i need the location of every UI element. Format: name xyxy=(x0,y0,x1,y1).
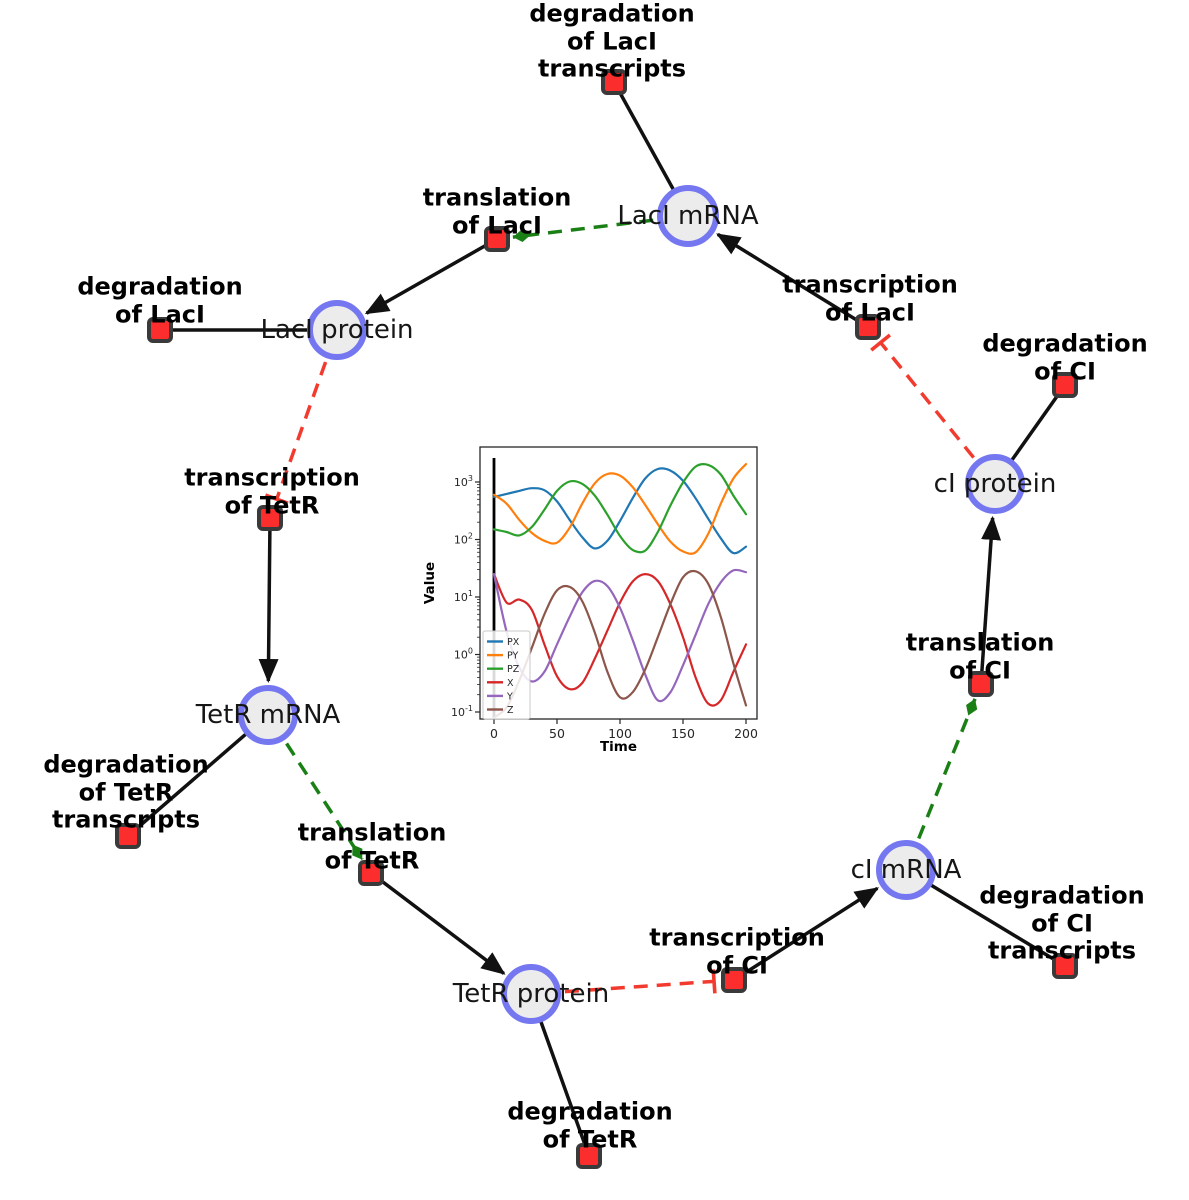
chart-series-Y xyxy=(492,568,748,703)
edge-production-transc-laci-to-laci-mrna xyxy=(716,232,869,329)
chart-axes-box xyxy=(479,446,758,720)
edge-consumption-ci-mrna-to-deg-ci-tx xyxy=(905,868,1066,968)
chart-y-tick-label: 102 xyxy=(454,532,473,547)
reaction-node-transl-laci xyxy=(484,226,510,252)
reaction-node-deg-ci-tx xyxy=(1052,953,1078,979)
reaction-label-deg-ci-tx: degradation of CI transcripts xyxy=(979,881,1145,965)
chart-x-tick-label: 200 xyxy=(734,726,758,741)
chart-series-Z xyxy=(492,569,748,719)
reaction-label-transc-laci: transcription of LacI xyxy=(782,270,958,326)
edge-inhibition-ci-protein-to-transc-laci xyxy=(870,333,975,459)
species-node-laci-mrna xyxy=(657,185,719,247)
chart-legend-label-X: X xyxy=(507,678,514,689)
species-node-tetr-protein xyxy=(501,964,561,1024)
chart-legend-label-PZ: PZ xyxy=(507,664,520,675)
chart-series-PX xyxy=(492,467,748,555)
reaction-node-transl-ci xyxy=(968,671,994,697)
reaction-node-deg-ci xyxy=(1052,372,1078,398)
edge-production-transl-ci-to-ci-protein xyxy=(979,515,1002,685)
edge-production-transc-ci-to-ci-mrna xyxy=(733,886,880,982)
chart-y-tick-label: 100 xyxy=(454,647,473,662)
reaction-node-deg-tetr xyxy=(576,1143,602,1169)
species-label-tetr-mrna: TetR mRNA xyxy=(195,700,341,730)
reaction-node-deg-tetr-tx xyxy=(115,823,141,849)
edge-production-transl-tetr-to-tetr-protein xyxy=(369,871,506,975)
reaction-node-transl-tetr xyxy=(358,860,384,886)
reaction-label-transl-ci: translation of CI xyxy=(905,628,1055,684)
edge-modifier-ci-mrna-to-transl-ci xyxy=(917,698,978,840)
chart-y-tick-label: 101 xyxy=(454,589,473,604)
reaction-node-deg-laci xyxy=(147,317,173,343)
chart-legend: PX PY PZ XYZ xyxy=(482,630,531,720)
reaction-label-deg-laci: degradation of LacI xyxy=(77,272,243,328)
reaction-label-transc-ci: transcription of CI xyxy=(649,923,825,979)
edge-inhibition-tetr-protein-to-transc-ci xyxy=(564,969,717,994)
species-label-ci-mrna: cI mRNA xyxy=(850,855,962,885)
timeseries-inset-chart: 10-1 100 101 102 103 0 50 100 150 200 Time Value PX P… xyxy=(420,435,770,770)
chart-legend-label-PY: PY xyxy=(507,651,519,662)
chart-x-tick-label: 50 xyxy=(549,726,565,741)
reaction-node-transc-laci xyxy=(855,314,881,340)
chart-y-tick-label: 103 xyxy=(454,474,473,489)
chart-series-PZ xyxy=(492,463,748,554)
edge-production-transc-tetr-to-tetr-mrna xyxy=(258,517,279,684)
edge-modifier-tetr-mrna-to-transl-tetr xyxy=(285,742,364,861)
chart-legend-label-PX: PX xyxy=(507,637,520,648)
chart-series-PY xyxy=(492,463,748,555)
reaction-node-transc-ci xyxy=(721,967,747,993)
species-label-ci-protein: cI protein xyxy=(933,469,1057,499)
species-label-laci-mrna: LacI mRNA xyxy=(617,201,759,231)
chart-x-tick-label: 100 xyxy=(608,726,632,741)
reaction-label-deg-laci-tx: degradation of LacI transcripts xyxy=(529,0,695,83)
species-node-tetr-mrna xyxy=(238,685,298,745)
reaction-label-transl-laci: translation of LacI xyxy=(422,183,572,239)
reaction-node-transc-tetr xyxy=(257,505,283,531)
edge-modifier-laci-mrna-to-transl-laci xyxy=(512,218,654,242)
chart-x-tick-label: 150 xyxy=(671,726,695,741)
species-label-tetr-protein: TetR protein xyxy=(452,979,610,1009)
species-node-ci-protein xyxy=(965,454,1025,514)
chart-y-tick-label: 10-1 xyxy=(451,704,473,719)
chart-x-axis-label: Time xyxy=(600,739,637,755)
reaction-label-transl-tetr: translation of TetR xyxy=(297,818,447,874)
reaction-label-transc-tetr: transcription of TetR xyxy=(184,463,360,519)
chart-x-tick-label: 0 xyxy=(490,726,498,741)
chart-legend-label-Y: Y xyxy=(506,691,513,702)
edge-consumption-tetr-mrna-to-deg-tetr-tx xyxy=(126,713,270,838)
species-label-laci-protein: LacI protein xyxy=(260,315,414,345)
species-node-laci-protein xyxy=(307,300,367,360)
edge-production-transl-laci-to-laci-protein xyxy=(364,237,498,315)
chart-series-X xyxy=(492,573,748,707)
edge-inhibition-laci-protein-to-transc-tetr xyxy=(264,361,328,505)
reaction-label-deg-ci: degradation of CI xyxy=(982,329,1148,385)
species-node-ci-mrna xyxy=(876,840,936,900)
reaction-label-deg-tetr-tx: degradation of TetR transcripts xyxy=(43,750,209,834)
reaction-label-deg-tetr: degradation of TetR xyxy=(507,1097,673,1153)
reaction-node-deg-laci-tx xyxy=(601,69,627,95)
chart-y-axis-label: Value xyxy=(422,562,438,604)
chart-legend-label-Z: Z xyxy=(507,705,514,716)
